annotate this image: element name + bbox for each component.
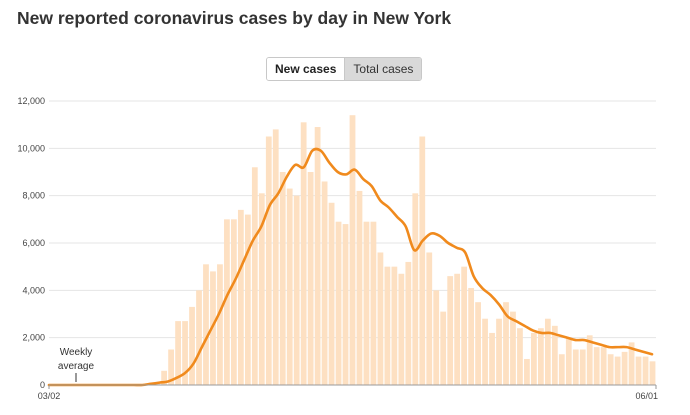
daily-case-bar	[447, 276, 454, 385]
daily-case-bar	[314, 127, 321, 385]
daily-case-bar	[565, 337, 572, 385]
daily-case-bar	[370, 221, 377, 385]
daily-case-bar	[356, 190, 363, 385]
chart-title: New reported coronavirus cases by day in…	[17, 8, 452, 28]
daily-case-bar	[454, 273, 461, 385]
daily-case-bar	[293, 195, 300, 385]
daily-case-bar	[265, 136, 272, 385]
total-cases-button[interactable]: Total cases	[345, 58, 422, 80]
daily-case-bar	[237, 209, 244, 385]
weekly-average-line	[47, 147, 654, 387]
daily-case-bar	[182, 321, 188, 385]
y-tick-label: 8,000	[22, 191, 45, 201]
daily-case-bar	[503, 302, 509, 385]
y-tick-label: 12,000	[17, 96, 45, 106]
y-tick-label: 0	[40, 380, 45, 390]
daily-case-bar	[279, 172, 286, 385]
daily-case-bar	[321, 181, 328, 385]
daily-case-bar	[272, 129, 279, 385]
daily-case-bar	[391, 266, 398, 385]
daily-case-bar	[175, 321, 181, 385]
daily-case-bar	[440, 311, 447, 385]
daily-case-bar	[286, 188, 293, 385]
daily-case-bar	[649, 361, 656, 385]
daily-case-bar	[168, 349, 174, 385]
daily-case-bar	[258, 193, 265, 385]
daily-case-bar	[628, 342, 635, 385]
weekly-average-label-line1: Weekly	[60, 347, 93, 358]
daily-case-bar	[300, 122, 307, 386]
daily-case-bar	[335, 221, 342, 385]
daily-case-bar	[586, 335, 593, 385]
daily-case-bar	[579, 349, 586, 385]
daily-case-bar	[572, 349, 579, 385]
daily-case-bar	[607, 354, 614, 385]
daily-case-bar	[384, 266, 391, 385]
daily-case-bar	[251, 167, 258, 385]
y-tick-label: 10,000	[17, 143, 45, 153]
daily-case-bar	[307, 172, 314, 385]
daily-case-bar	[537, 328, 544, 385]
y-tick-label: 2,000	[22, 333, 45, 343]
x-tick-label: 03/02	[38, 391, 61, 401]
daily-case-bar	[593, 347, 600, 385]
daily-case-bar	[635, 356, 642, 385]
daily-case-bar	[426, 252, 433, 385]
daily-case-bar	[510, 311, 516, 385]
daily-case-bar	[161, 370, 168, 385]
new-cases-button[interactable]: New cases	[267, 58, 346, 80]
daily-case-bar	[217, 264, 223, 385]
y-tick-label: 4,000	[22, 285, 45, 295]
daily-case-bar	[398, 273, 405, 385]
y-axis-ticks: 0 2,000 4,000 6,000 8,000 10,000 12,000	[17, 96, 45, 390]
daily-case-bar	[349, 115, 356, 385]
daily-case-bar	[363, 221, 370, 385]
y-tick-label: 6,000	[22, 238, 45, 248]
daily-case-bar	[377, 252, 384, 385]
daily-case-bars	[154, 115, 656, 386]
daily-case-bar	[224, 219, 230, 385]
x-axis-ticks: 03/02 06/01	[38, 385, 658, 401]
daily-case-bar	[600, 347, 607, 385]
daily-case-bar	[231, 219, 237, 385]
daily-case-bar	[524, 358, 530, 385]
weekly-average-label-line2: average	[58, 361, 95, 372]
daily-case-bar	[412, 193, 419, 385]
daily-case-bar	[496, 318, 502, 385]
daily-case-bar	[558, 354, 565, 385]
daily-case-bar	[203, 264, 209, 385]
daily-case-bar	[328, 202, 335, 385]
daily-case-bar	[475, 302, 481, 385]
daily-case-bar	[461, 266, 468, 385]
daily-case-bar	[551, 325, 558, 385]
daily-case-bar	[614, 356, 621, 385]
daily-case-bar	[642, 356, 649, 385]
x-tick-label: 06/01	[635, 391, 658, 401]
daily-case-bar	[405, 261, 412, 385]
daily-case-bar	[189, 306, 195, 385]
daily-case-bar	[468, 287, 474, 385]
daily-case-bar	[544, 318, 551, 385]
daily-case-bar	[517, 328, 523, 385]
daily-case-bar	[531, 332, 537, 385]
daily-case-bar	[621, 351, 628, 385]
cases-toggle: New cases Total cases	[266, 57, 423, 81]
daily-case-bar	[489, 332, 495, 385]
daily-case-bar	[482, 318, 488, 385]
daily-case-bar	[196, 290, 202, 385]
daily-case-bar	[433, 290, 440, 385]
daily-case-bar	[244, 214, 251, 385]
daily-case-bar	[342, 224, 349, 385]
daily-case-bar	[419, 136, 426, 385]
